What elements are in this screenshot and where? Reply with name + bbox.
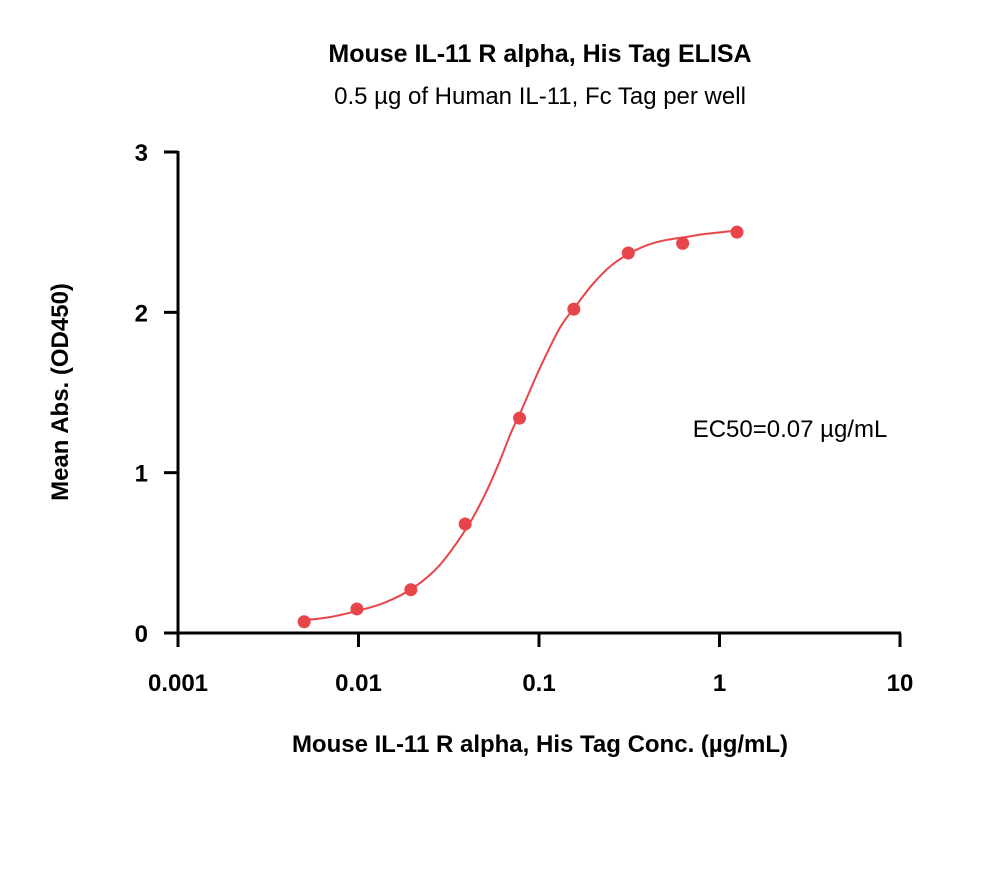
x-tick-label: 0.01 (335, 670, 382, 697)
chart-title: Mouse IL-11 R alpha, His Tag ELISA (328, 40, 751, 68)
axes: 0.001 0.01 0.1 1 10 0 1 2 3 (135, 140, 914, 697)
data-point (350, 602, 364, 616)
data-point (404, 583, 418, 597)
y-tick-label: 3 (135, 140, 148, 167)
y-tick-label: 1 (135, 461, 148, 488)
x-axis-title: Mouse IL-11 R alpha, His Tag Conc. (µg/m… (292, 731, 788, 758)
x-tick-label: 0.1 (522, 670, 555, 697)
x-tick-label: 0.001 (148, 670, 208, 697)
data-point (458, 517, 472, 531)
data-points-layer (297, 225, 744, 629)
y-tick-label: 2 (135, 300, 148, 327)
fit-curve-layer (304, 229, 738, 622)
y-tick-label: 0 (135, 621, 148, 648)
chart-subtitle: 0.5 µg of Human IL-11, Fc Tag per well (334, 83, 746, 110)
ec50-annotation: EC50=0.07 µg/mL (693, 416, 888, 443)
data-point (621, 246, 635, 260)
x-tick-label: 10 (887, 670, 914, 697)
y-axis-title: Mean Abs. (OD450) (47, 283, 74, 501)
data-point (297, 615, 311, 629)
data-point (567, 302, 581, 316)
data-point (676, 236, 690, 250)
data-point (730, 225, 744, 239)
data-point (513, 411, 527, 425)
fit-curve (304, 229, 738, 622)
x-tick-label: 1 (713, 670, 726, 697)
